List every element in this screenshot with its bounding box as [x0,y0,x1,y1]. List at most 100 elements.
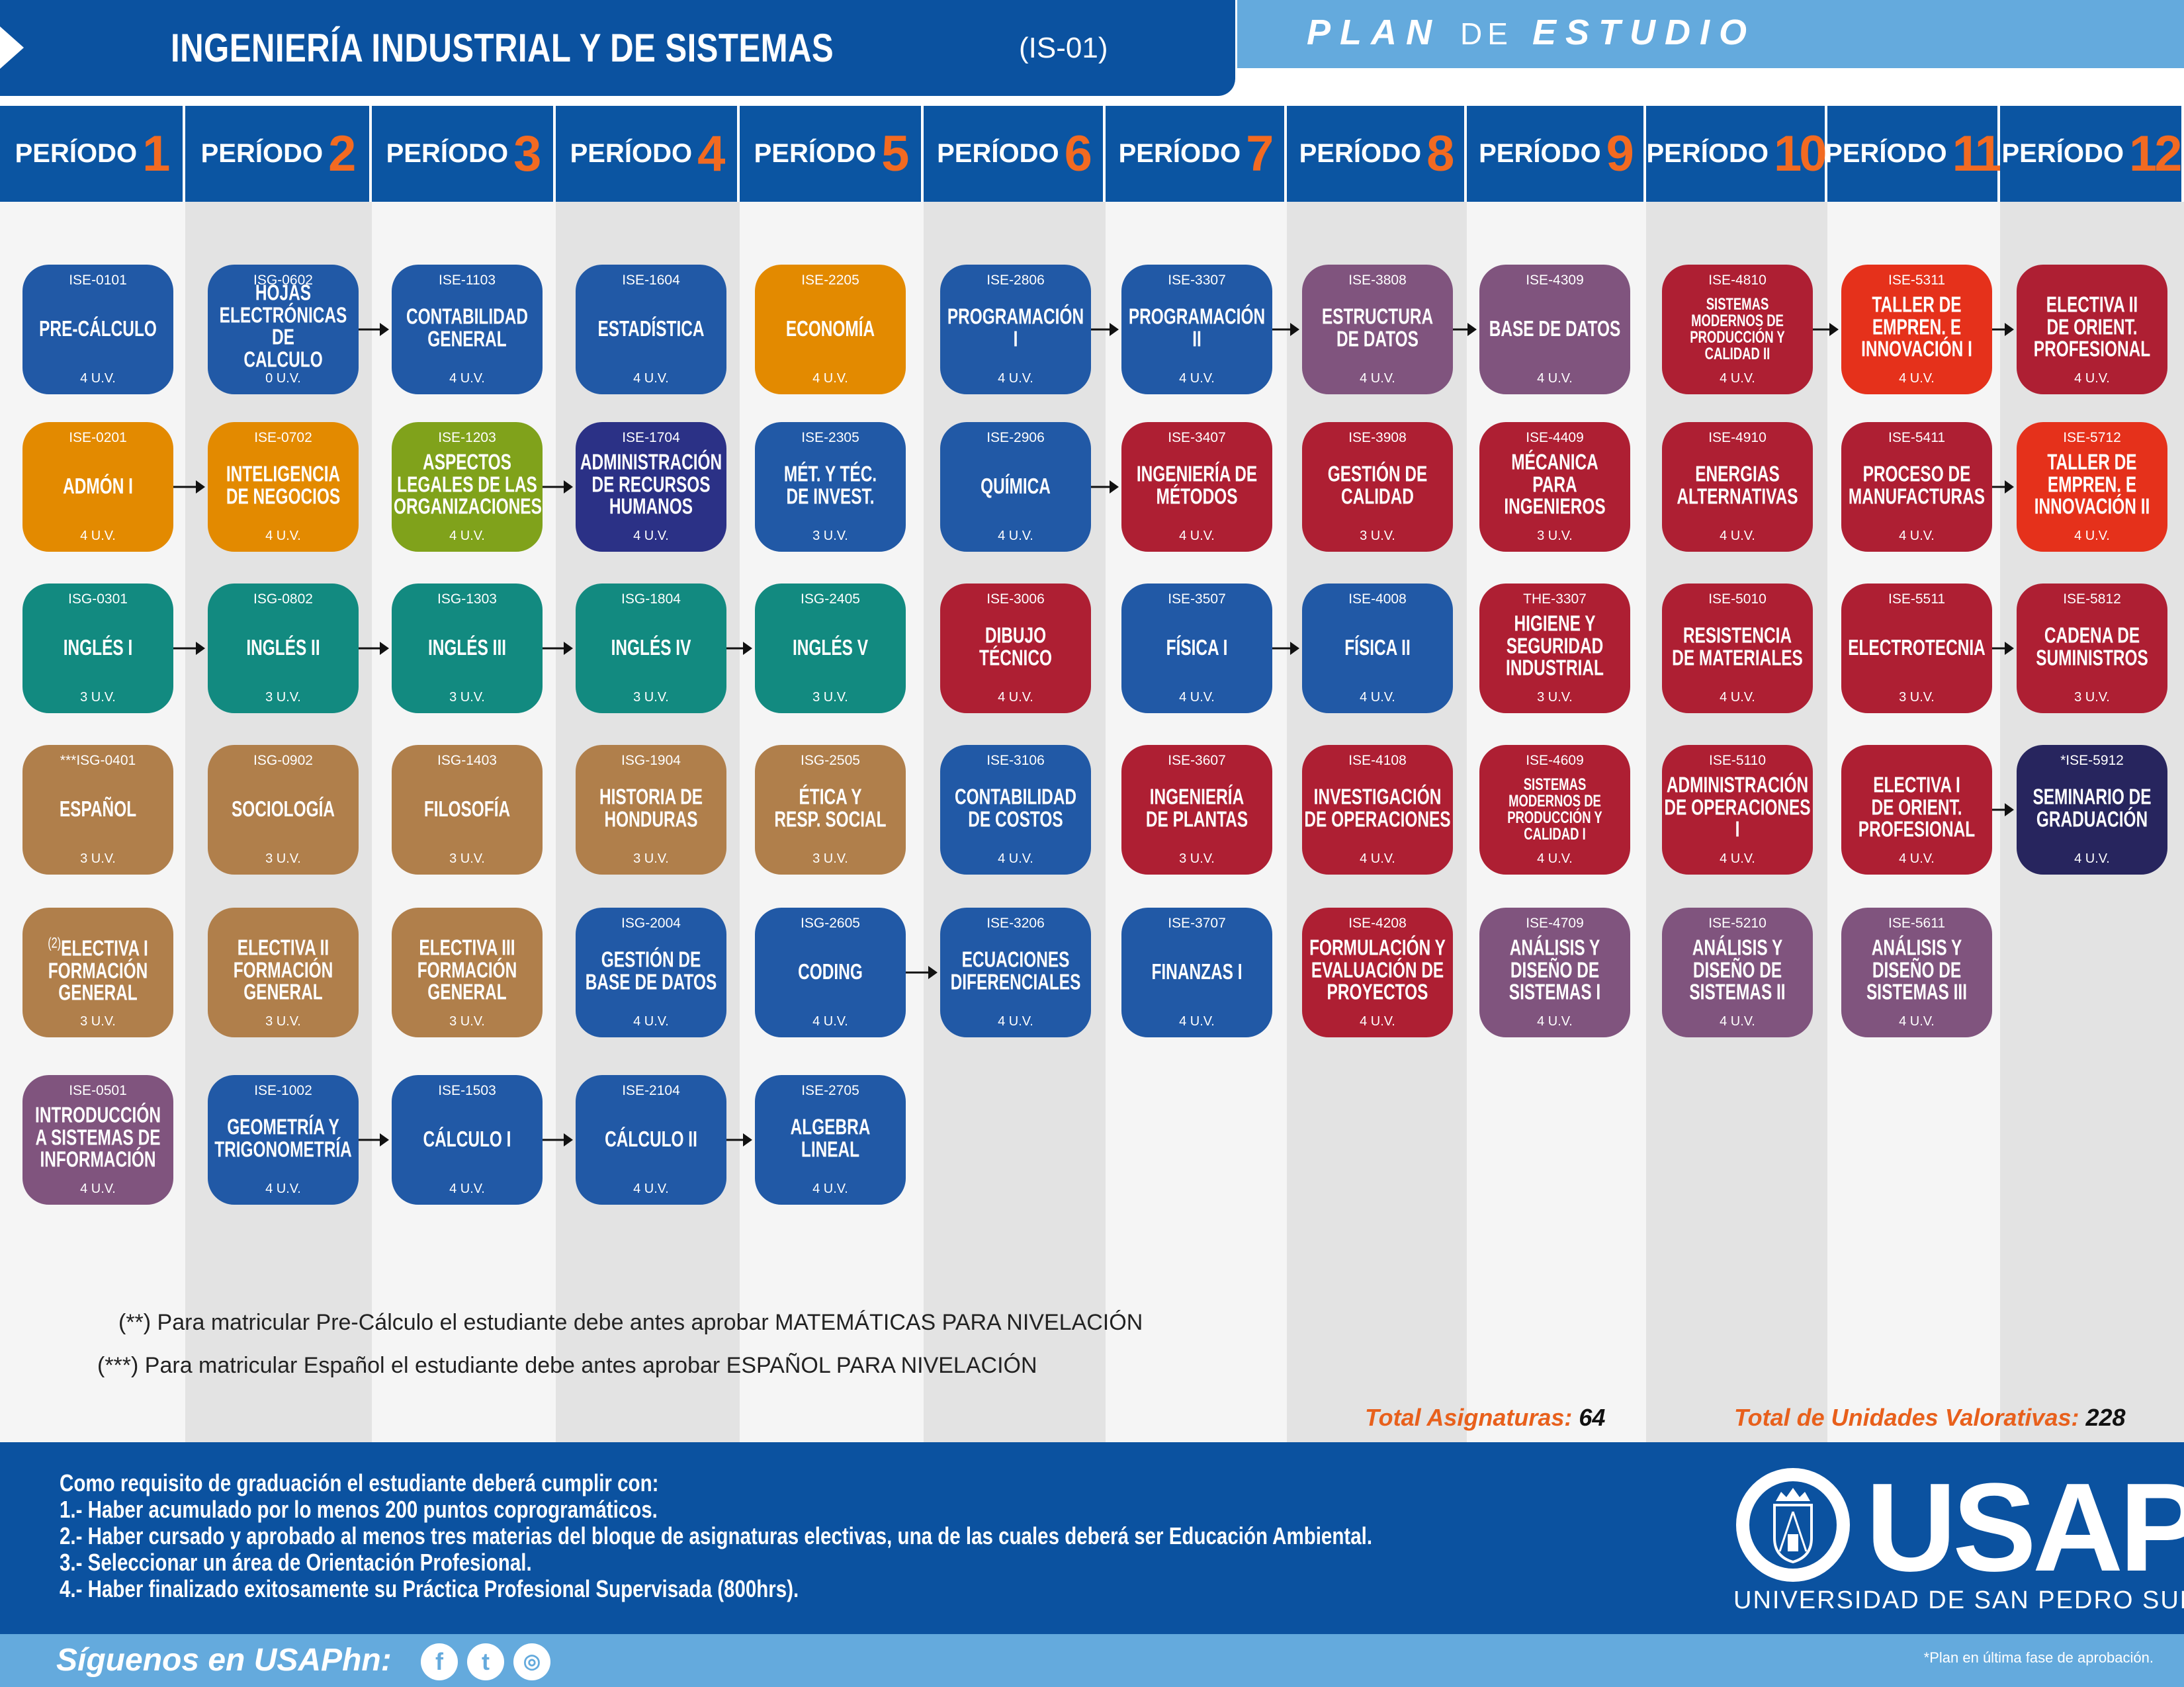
course-card[interactable]: ISE-2705 ALGEBRA LINEAL 4 U.V. [755,1075,906,1205]
period-header: PERÍODO 3 [372,106,553,202]
course-card[interactable]: ISE-3206 ECUACIONES DIFERENCIALES 4 U.V. [940,908,1091,1037]
course-card[interactable]: ISE-1503 CÁLCULO I 4 U.V. [392,1075,543,1205]
course-card[interactable]: ISE-0501 INTRODUCCIÓN A SISTEMAS DE INFOR… [22,1075,173,1205]
course-card[interactable]: ISE-1002 GEOMETRÍA Y TRIGONOMETRÍA 4 U.V. [208,1075,359,1205]
course-card[interactable]: ISE-3507 FÍSICA I 4 U.V. [1121,584,1272,713]
course-card[interactable]: ISE-3006 DIBUJO TÉCNICO 4 U.V. [940,584,1091,713]
course-units: 4 U.V. [998,371,1033,386]
course-name-text: DIBUJO TÉCNICO [979,623,1052,670]
course-name: ESTRUCTURA DE DATOS [1304,305,1451,350]
course-name: ANÁLISIS Y DISEÑO DE SISTEMAS III [1843,936,1990,1003]
course-card[interactable]: ISG-1303 INGLÉS III 3 U.V. [392,584,543,713]
course-card[interactable]: ISE-4709 ANÁLISIS Y DISEÑO DE SISTEMAS I 4… [1479,908,1630,1037]
facebook-icon[interactable]: f [421,1643,458,1680]
instagram-icon[interactable]: ◎ [513,1643,550,1680]
course-card[interactable]: ISG-1804 INGLÉS IV 3 U.V. [576,584,726,713]
course-card[interactable]: ISE-0201 ADMÓN I 4 U.V. [22,422,173,552]
course-card[interactable]: THE-3307 HIGIENE Y SEGURIDAD INDUSTRIAL 3 … [1479,584,1630,713]
course-card[interactable]: ISG-2004 GESTIÓN DE BASE DE DATOS 4 U.V. [576,908,726,1037]
course-card[interactable]: ISE-2305 MÉT. Y TÉC. DE INVEST. 3 U.V. [755,422,906,552]
course-card[interactable]: ISG-2405 INGLÉS V 3 U.V. [755,584,906,713]
course-card[interactable]: ISG-1904 HISTORIA DE HONDURAS 3 U.V. [576,745,726,875]
footnote: (**) Para matricular Pre-Cálculo el estu… [118,1310,1143,1335]
course-name-text: ALGEBRA LINEAL [790,1114,871,1162]
course-units: 4 U.V. [1720,529,1755,543]
course-card[interactable]: ISG-2605 CODING 4 U.V. [755,908,906,1037]
course-card[interactable]: ISE-5110 ADMINISTRACIÓN DE OPERACIONES I 4… [1662,745,1813,875]
course-card[interactable]: ISE-4208 FORMULACIÓN Y EVALUACIÓN DE PROY… [1302,908,1453,1037]
course-card[interactable]: ISE-5311 TALLER DE EMPREN. E INNOVACIÓN I… [1841,265,1992,394]
course-card[interactable]: ***ISG-0401 ESPAÑOL 3 U.V. [22,745,173,875]
course-card[interactable]: ISE-4108 INVESTIGACIÓN DE OPERACIONES 4 U.… [1302,745,1453,875]
course-card[interactable]: ISE-4810 SISTEMAS MODERNOS DE PRODUCCIÓN … [1662,265,1813,394]
course-units: 4 U.V. [2074,851,2110,866]
course-card[interactable]: ISE-3607 INGENIERÍA DE PLANTAS 3 U.V. [1121,745,1272,875]
course-units: 4 U.V. [812,1014,848,1029]
course-code: ISE-5110 [1709,753,1766,768]
course-card[interactable]: ELECTIVA II FORMACIÓN GENERAL 3 U.V. [208,908,359,1037]
course-card[interactable]: ISE-1704 ADMINISTRACIÓN DE RECURSOS HUMAN… [576,422,726,552]
course-card[interactable]: ELECTIVA I DE ORIENT. PROFESIONAL 4 U.V. [1841,745,1992,875]
course-card[interactable]: ISE-4008 FÍSICA II 4 U.V. [1302,584,1453,713]
course-card[interactable]: ISG-1403 FILOSOFÍA 3 U.V. [392,745,543,875]
course-code: ISG-1804 [621,591,681,607]
course-card[interactable]: ELECTIVA II DE ORIENT. PROFESIONAL 4 U.V. [2017,265,2167,394]
course-name-text: ADMINISTRACIÓN DE OPERACIONES I [1664,772,1811,842]
course-name: INGLÉS III [394,636,541,659]
course-card[interactable]: ISE-2205 ECONOMÍA 4 U.V. [755,265,906,394]
course-card[interactable]: ISE-3707 FINANZAS I 4 U.V. [1121,908,1272,1037]
course-card[interactable]: ISE-5210 ANÁLISIS Y DISEÑO DE SISTEMAS II… [1662,908,1813,1037]
course-card[interactable]: ISG-0301 INGLÉS I 3 U.V. [22,584,173,713]
course-name: ENERGIAS ALTERNATIVAS [1664,462,1811,507]
course-name-text: ADMINISTRACIÓN DE RECURSOS HUMANOS [580,449,722,519]
course-card[interactable]: ISE-2104 CÁLCULO II 4 U.V. [576,1075,726,1205]
course-card[interactable]: ISG-0802 INGLÉS II 3 U.V. [208,584,359,713]
twitter-icon[interactable]: t [467,1643,504,1680]
course-card[interactable]: ISE-3808 ESTRUCTURA DE DATOS 4 U.V. [1302,265,1453,394]
course-card[interactable]: ISE-5712 TALLER DE EMPREN. E INNOVACIÓN I… [2017,422,2167,552]
course-card[interactable]: ISE-5511 ELECTROTECNIA 3 U.V. [1841,584,1992,713]
course-units: 4 U.V. [265,529,301,543]
course-units: 3 U.V. [2074,690,2110,705]
course-card[interactable]: ISG-0902 SOCIOLOGÍA 3 U.V. [208,745,359,875]
course-card[interactable]: ISE-3307 PROGRAMACIÓN II 4 U.V. [1121,265,1272,394]
period-label: PERÍODO [1299,139,1422,168]
course-card[interactable]: ISE-0101 PRE-CÁLCULO 4 U.V. [22,265,173,394]
course-card[interactable]: ISG-2505 ÉTICA Y RESP. SOCIAL 3 U.V. [755,745,906,875]
course-card[interactable]: ISE-3407 INGENIERÍA DE MÉTODOS 4 U.V. [1121,422,1272,552]
course-card[interactable]: ISE-5411 PROCESO DE MANUFACTURAS 4 U.V. [1841,422,1992,552]
course-units: 3 U.V. [80,690,116,705]
course-units: 4 U.V. [449,1182,485,1196]
course-card[interactable]: ISE-3106 CONTABILIDAD DE COSTOS 4 U.V. [940,745,1091,875]
course-card[interactable]: ISE-1604 ESTADÍSTICA 4 U.V. [576,265,726,394]
course-card[interactable]: ISE-0702 INTELIGENCIA DE NEGOCIOS 4 U.V. [208,422,359,552]
course-card[interactable]: ISE-4309 BASE DE DATOS 4 U.V. [1479,265,1630,394]
course-units: 4 U.V. [1179,371,1215,386]
course-name-text: ECUACIONES DIFERENCIALES [950,947,1081,994]
course-card[interactable]: ELECTIVA III FORMACIÓN GENERAL 3 U.V. [392,908,543,1037]
course-name-text: INTELIGENCIA DE NEGOCIOS [226,461,341,509]
course-code: ISE-4910 [1708,430,1767,445]
course-card[interactable]: ISE-5812 CADENA DE SUMINISTROS 3 U.V. [2017,584,2167,713]
total-uv-value: 228 [2085,1404,2126,1431]
course-card[interactable]: ISE-5010 RESISTENCIA DE MATERIALES 4 U.V. [1662,584,1813,713]
course-card[interactable]: ISE-4609 SISTEMAS MODERNOS DE PRODUCCIÓN … [1479,745,1630,875]
course-code: ISE-1704 [622,430,680,445]
course-card[interactable]: (2)ELECTIVA I FORMACIÓN GENERAL 3 U.V. [22,908,173,1037]
course-card[interactable]: ISE-4409 MÉCANICA PARA INGENIEROS 3 U.V. [1479,422,1630,552]
course-card[interactable]: ISE-1203 ASPECTOS LEGALES DE LAS ORGANIZA… [392,422,543,552]
course-card[interactable]: ISE-2906 QUÍMICA 4 U.V. [940,422,1091,552]
course-code: ISE-4108 [1348,753,1407,768]
course-card[interactable]: ISG-0602 HOJAS ELECTRÓNICAS DE CALCULO 0 U… [208,265,359,394]
arrow-marker-icon [0,26,24,69]
course-card[interactable]: ISE-3908 GESTIÓN DE CALIDAD 3 U.V. [1302,422,1453,552]
course-card[interactable]: *ISE-5912 SEMINARIO DE GRADUACIÓN 4 U.V. [2017,745,2167,875]
course-name: TALLER DE EMPREN. E INNOVACIÓN I [1843,293,1990,360]
course-card[interactable]: ISE-4910 ENERGIAS ALTERNATIVAS 4 U.V. [1662,422,1813,552]
course-card[interactable]: ISE-1103 CONTABILIDAD GENERAL 4 U.V. [392,265,543,394]
course-card[interactable]: ISE-2806 PROGRAMACIÓN I 4 U.V. [940,265,1091,394]
course-name: HIGIENE Y SEGURIDAD INDUSTRIAL [1481,612,1628,679]
course-code: ISG-1303 [437,591,497,607]
course-name: ESPAÑOL [24,797,171,820]
course-card[interactable]: ISE-5611 ANÁLISIS Y DISEÑO DE SISTEMAS II… [1841,908,1992,1037]
